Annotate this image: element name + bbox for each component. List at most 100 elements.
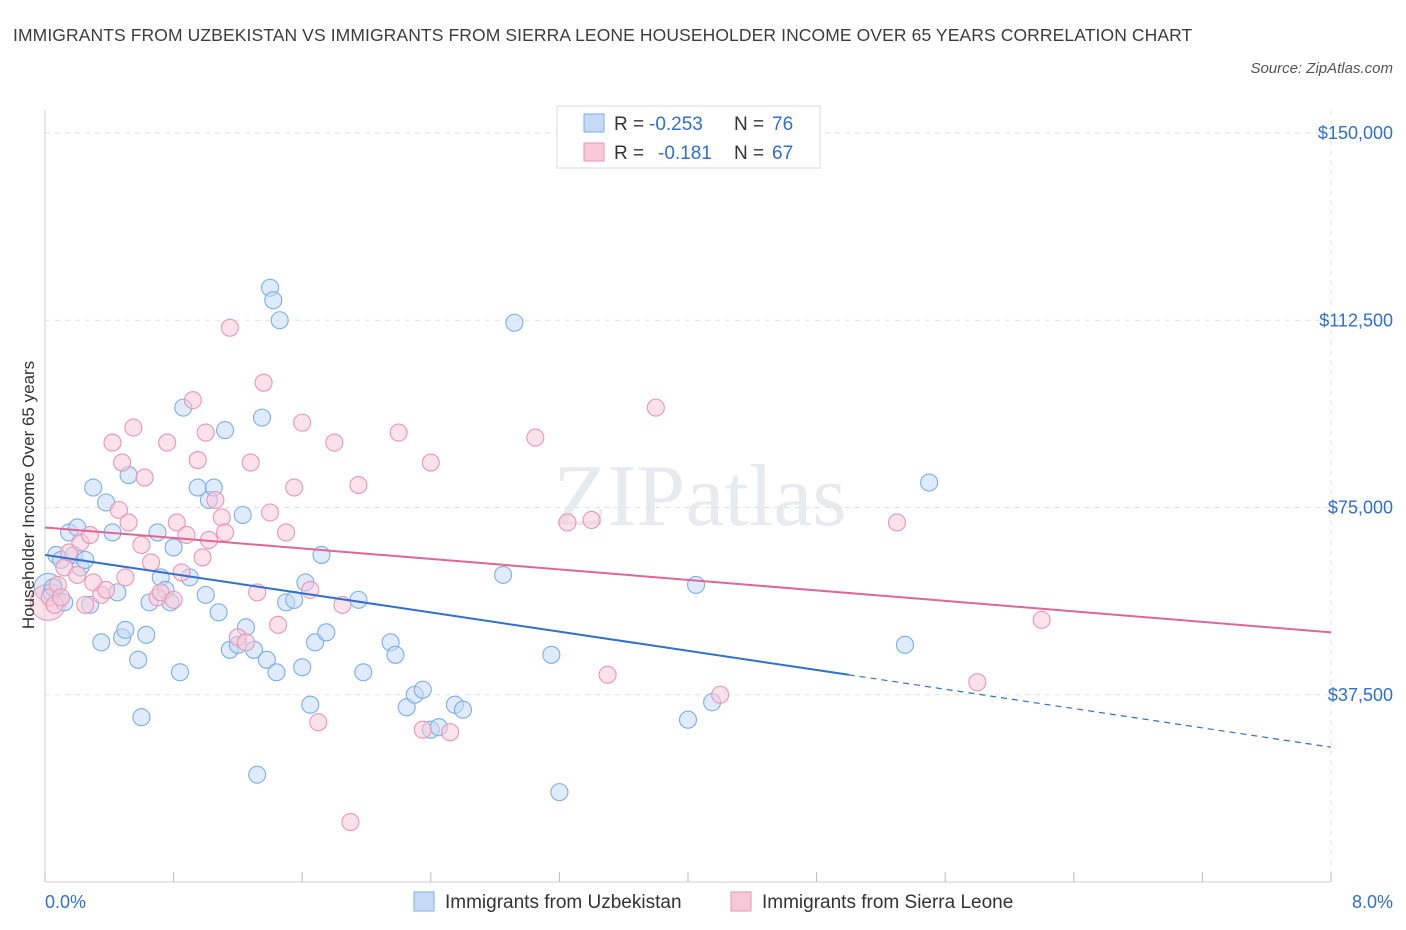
data-point-sierra-leone <box>236 633 255 652</box>
data-point-sierra-leone <box>109 500 128 520</box>
data-point-uzbekistan <box>550 783 569 802</box>
data-point-sierra-leone <box>711 685 730 704</box>
data-point-sierra-leone <box>206 490 225 510</box>
data-point-uzbekistan <box>84 478 103 497</box>
data-point-sierra-leone <box>421 453 440 472</box>
data-point-sierra-leone <box>277 523 296 542</box>
watermark: ZIPatlas <box>553 448 846 545</box>
data-point-sierra-leone <box>441 723 460 742</box>
data-point-uzbekistan <box>270 311 289 330</box>
data-point-uzbekistan <box>386 645 405 664</box>
data-point-sierra-leone <box>220 318 239 337</box>
stats-n-label-uzbekistan: N = <box>734 114 764 135</box>
data-point-sierra-leone <box>135 468 154 487</box>
y-tick-label: $112,500 <box>1319 310 1393 330</box>
series-legend: Immigrants from Uzbekistan Immigrants fr… <box>413 891 1013 913</box>
data-point-sierra-leone <box>68 565 87 584</box>
data-point-sierra-leone <box>293 413 312 432</box>
data-point-sierra-leone <box>260 503 280 522</box>
data-point-sierra-leone <box>413 720 432 739</box>
axes <box>44 110 1332 883</box>
data-point-sierra-leone <box>164 590 183 609</box>
data-point-sierra-leone <box>389 423 408 442</box>
stats-swatch-uzbekistan <box>583 113 605 133</box>
y-tick-label: $150,000 <box>1318 123 1393 143</box>
data-point-sierra-leone <box>968 673 987 692</box>
data-point-sierra-leone <box>158 433 177 452</box>
stats-r-value-sierra-leone: -0.181 <box>658 143 712 164</box>
data-point-uzbekistan <box>170 663 190 682</box>
data-point-uzbekistan <box>137 625 156 644</box>
data-point-sierra-leone <box>215 523 235 542</box>
data-point-uzbekistan <box>301 695 320 714</box>
data-point-sierra-leone <box>80 525 100 545</box>
data-point-uzbekistan <box>267 663 286 682</box>
data-point-sierra-leone <box>103 433 122 452</box>
data-point-uzbekistan <box>196 585 215 604</box>
trend-line-uzbekistan <box>44 553 849 676</box>
data-point-uzbekistan <box>494 565 513 584</box>
data-point-uzbekistan <box>148 523 167 542</box>
legend-swatch-sierra-leone <box>730 891 752 912</box>
data-point-sierra-leone <box>598 665 617 684</box>
data-point-uzbekistan <box>116 620 135 639</box>
data-point-sierra-leone <box>167 513 186 532</box>
legend-label-sierra-leone: Immigrants from Sierra Leone <box>762 892 1013 913</box>
stats-r-value-uzbekistan: -0.253 <box>649 114 703 135</box>
x-tick-label: 0.0% <box>45 892 86 912</box>
y-tick-label: $37,500 <box>1328 685 1393 705</box>
stats-n-label-sierra-leone: N = <box>734 143 764 164</box>
stats-legend: R = -0.253 N = 76 R = -0.181 N = 67 <box>556 105 821 169</box>
data-point-uzbekistan <box>678 710 698 729</box>
trend-line-uzbekistan-extrapolated <box>848 674 1332 748</box>
data-point-sierra-leone <box>119 513 138 532</box>
data-point-sierra-leone <box>341 813 360 832</box>
data-point-uzbekistan <box>92 633 111 652</box>
data-point-sierra-leone <box>196 423 215 442</box>
x-tick-labels: 0.0% 8.0% <box>45 892 1393 912</box>
data-point-uzbekistan <box>542 645 561 664</box>
data-point-uzbekistan <box>306 633 325 652</box>
data-point-sierra-leone <box>183 391 202 410</box>
data-point-sierra-leone <box>558 513 577 532</box>
chart-title: IMMIGRANTS FROM UZBEKISTAN VS IMMIGRANTS… <box>13 25 1193 45</box>
data-point-uzbekistan <box>209 603 228 622</box>
data-point-sierra-leone <box>142 553 161 572</box>
trend-line-sierra-leone <box>44 526 1332 634</box>
stats-r-label-sierra-leone: R = <box>614 143 644 164</box>
data-point-sierra-leone <box>285 478 304 497</box>
data-point-sierra-leone <box>188 451 207 470</box>
data-point-sierra-leone <box>1032 610 1051 629</box>
data-point-uzbekistan <box>248 765 267 784</box>
data-point-sierra-leone <box>349 475 368 495</box>
data-point-uzbekistan <box>164 538 183 557</box>
data-point-uzbekistan <box>257 650 276 669</box>
data-point-uzbekistan <box>215 421 235 440</box>
data-point-sierra-leone <box>76 595 95 614</box>
data-point-sierra-leone <box>177 525 196 545</box>
data-point-sierra-leone <box>269 615 288 634</box>
data-point-sierra-leone <box>52 588 71 607</box>
data-point-uzbekistan <box>252 408 272 427</box>
data-point-sierra-leone <box>887 513 907 532</box>
data-point-sierra-leone <box>212 508 231 527</box>
data-point-sierra-leone <box>132 535 151 555</box>
data-point-sierra-leone <box>646 398 665 417</box>
data-point-uzbekistan <box>686 575 706 594</box>
data-point-sierra-leone <box>124 418 143 437</box>
data-point-uzbekistan <box>293 658 312 677</box>
legend-label-uzbekistan: Immigrants from Uzbekistan <box>445 892 682 913</box>
data-point-uzbekistan <box>132 708 151 727</box>
y-axis-label: Householder Income Over 65 years <box>19 361 38 629</box>
data-point-uzbekistan <box>453 700 473 719</box>
data-point-sierra-leone <box>97 580 116 599</box>
stats-r-label-uzbekistan: R = <box>614 114 644 135</box>
data-point-sierra-leone <box>113 453 132 472</box>
data-point-sierra-leone <box>172 563 191 582</box>
chart-source: Source: ZipAtlas.com <box>1250 60 1393 77</box>
data-point-uzbekistan <box>895 635 915 654</box>
data-point-uzbekistan <box>505 313 524 332</box>
data-point-sierra-leone <box>325 433 344 452</box>
data-point-sierra-leone <box>526 428 545 447</box>
